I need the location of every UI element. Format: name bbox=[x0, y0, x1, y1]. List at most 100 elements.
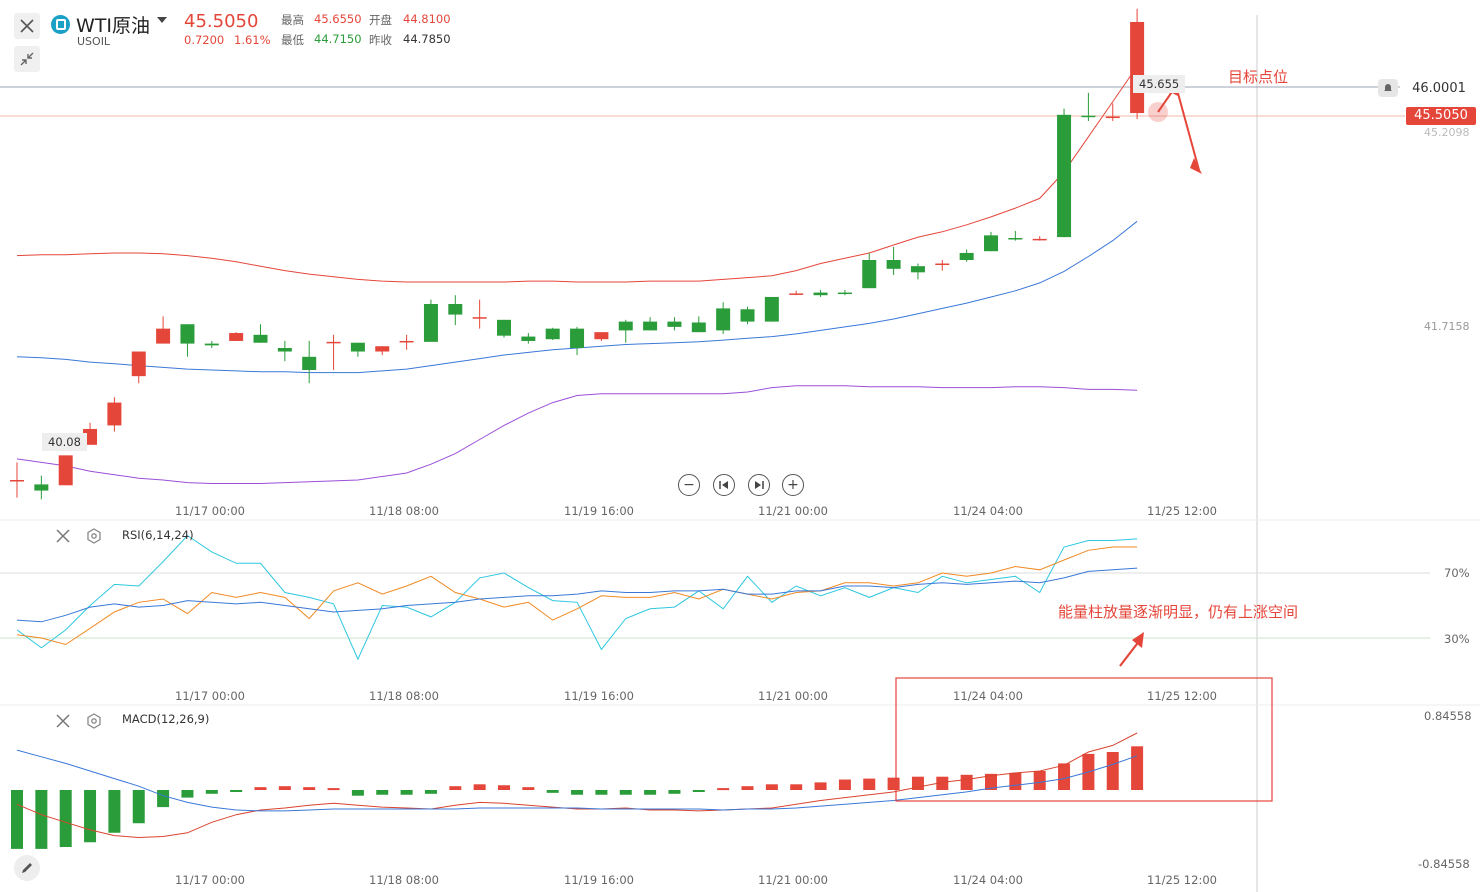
time-axis-label: 11/17 00:00 bbox=[175, 873, 245, 887]
volume-annotation: 能量柱放量逐渐明显，仍有上涨空间 bbox=[1058, 603, 1299, 621]
macd-close-icon[interactable] bbox=[56, 714, 70, 728]
macd-settings-icon[interactable] bbox=[86, 713, 102, 729]
prev-close-label: 昨收 bbox=[369, 33, 392, 47]
high-label: 最高 bbox=[281, 13, 304, 27]
time-axis-label: 11/19 16:00 bbox=[564, 504, 634, 518]
low-value: 44.7150 bbox=[314, 32, 362, 46]
candle-body bbox=[350, 342, 365, 352]
zoom-in-button[interactable]: + bbox=[782, 474, 804, 496]
candle-body bbox=[1008, 238, 1023, 240]
close-icon bbox=[20, 19, 34, 33]
macd-histogram-bar bbox=[522, 787, 535, 790]
open-value: 44.8100 bbox=[403, 12, 451, 26]
macd-histogram-bar bbox=[327, 788, 340, 791]
macd-histogram-bar bbox=[351, 790, 364, 796]
rsi-30-label: 30% bbox=[1444, 632, 1470, 646]
close-button[interactable] bbox=[14, 13, 40, 39]
macd-histogram-bar bbox=[838, 779, 851, 790]
zoom-out-button[interactable]: − bbox=[678, 474, 700, 496]
candle-body bbox=[229, 333, 244, 341]
low-label: 最低 bbox=[281, 33, 304, 47]
macd-histogram-bar bbox=[424, 790, 437, 794]
candle-body bbox=[34, 484, 49, 491]
macd-histogram-bar bbox=[741, 786, 754, 790]
current-price-tag: 45.5050 bbox=[1406, 107, 1476, 125]
pencil-icon bbox=[22, 863, 32, 873]
price-change-pct: 1.61% bbox=[234, 33, 271, 47]
macd-histogram-bar bbox=[571, 790, 584, 795]
macd-histogram-bar bbox=[132, 790, 145, 824]
high-value: 45.6550 bbox=[314, 12, 362, 26]
symbol-code: USOIL bbox=[77, 35, 111, 48]
candle-body bbox=[253, 334, 268, 343]
macd-histogram-bar bbox=[278, 786, 291, 790]
rsi6-line bbox=[16, 534, 1138, 661]
rsi-70-label: 70% bbox=[1444, 566, 1470, 580]
macd-histogram-bar bbox=[668, 790, 681, 794]
chevron-down-icon[interactable] bbox=[157, 17, 167, 25]
time-axis-label: 11/24 04:00 bbox=[953, 504, 1023, 518]
rsi-close-icon[interactable] bbox=[56, 529, 70, 543]
rsi-settings-icon[interactable] bbox=[86, 528, 102, 544]
macd-histogram-bar bbox=[692, 790, 705, 792]
candle-body bbox=[1081, 115, 1096, 118]
macd-histogram-bar bbox=[108, 790, 121, 833]
time-axis-label: 11/17 00:00 bbox=[175, 504, 245, 518]
time-axis-label: 11/25 12:00 bbox=[1147, 873, 1217, 887]
candle-body bbox=[423, 304, 438, 342]
candle-body bbox=[1105, 116, 1120, 119]
arrow-head bbox=[1132, 632, 1144, 648]
candle-body bbox=[326, 341, 341, 344]
jump-start-button[interactable] bbox=[713, 474, 735, 496]
upper-band-label: 45.2098 bbox=[1424, 126, 1470, 139]
macd-histogram-bar bbox=[790, 784, 803, 790]
candle-body bbox=[58, 455, 73, 486]
macd-dif-line bbox=[16, 732, 1138, 839]
time-axis-label: 11/19 16:00 bbox=[564, 873, 634, 887]
candle-body bbox=[716, 308, 731, 331]
candle-body bbox=[789, 293, 804, 295]
candle-body bbox=[10, 480, 24, 482]
time-axis-label: 11/24 04:00 bbox=[953, 689, 1023, 703]
candle-body bbox=[204, 343, 219, 346]
arrow-head bbox=[1190, 158, 1202, 174]
candle-body bbox=[399, 340, 414, 343]
candle-body bbox=[740, 309, 755, 322]
macd-histogram-bar bbox=[230, 790, 243, 792]
time-axis-label: 11/25 12:00 bbox=[1147, 504, 1217, 518]
candle-body bbox=[764, 296, 779, 322]
prev-close-value: 44.7850 bbox=[403, 32, 451, 46]
collapse-button[interactable] bbox=[14, 46, 40, 72]
alert-price-label[interactable]: 46.0001 bbox=[1412, 81, 1466, 96]
candle-body bbox=[813, 292, 828, 296]
current-candle-glow bbox=[1148, 102, 1168, 122]
collapse-icon bbox=[20, 52, 34, 66]
candle-body bbox=[935, 263, 950, 266]
bollinger-upper-line bbox=[16, 66, 1138, 283]
candle-body bbox=[521, 336, 536, 341]
jump-end-button[interactable] bbox=[748, 474, 770, 496]
candle-body bbox=[448, 304, 463, 315]
macd-axis-bottom: -0.84558 bbox=[1418, 857, 1470, 871]
rsi-label: RSI(6,14,24) bbox=[122, 528, 194, 542]
candle-body bbox=[156, 328, 171, 344]
macd-histogram-bar bbox=[400, 790, 413, 795]
time-axis-label: 11/18 08:00 bbox=[369, 689, 439, 703]
macd-histogram-bar bbox=[449, 786, 462, 790]
rsi14-line bbox=[16, 546, 1138, 646]
high-marker-label: 45.655 bbox=[1133, 75, 1186, 93]
candle-body bbox=[570, 328, 585, 348]
time-axis-label: 11/17 00:00 bbox=[175, 689, 245, 703]
macd-histogram-bar bbox=[303, 787, 316, 790]
macd-histogram-bar bbox=[717, 788, 730, 791]
candle-body bbox=[1130, 21, 1145, 114]
symbol-name[interactable]: WTI原油 bbox=[76, 15, 150, 37]
macd-histogram-bar bbox=[84, 790, 97, 843]
alert-bell-icon[interactable] bbox=[1378, 79, 1398, 97]
macd-histogram-bar bbox=[887, 777, 900, 790]
pencil-button[interactable] bbox=[14, 855, 40, 881]
macd-histogram-bar bbox=[644, 790, 657, 795]
macd-histogram-bar bbox=[376, 790, 389, 795]
time-axis-label: 11/21 00:00 bbox=[758, 504, 828, 518]
